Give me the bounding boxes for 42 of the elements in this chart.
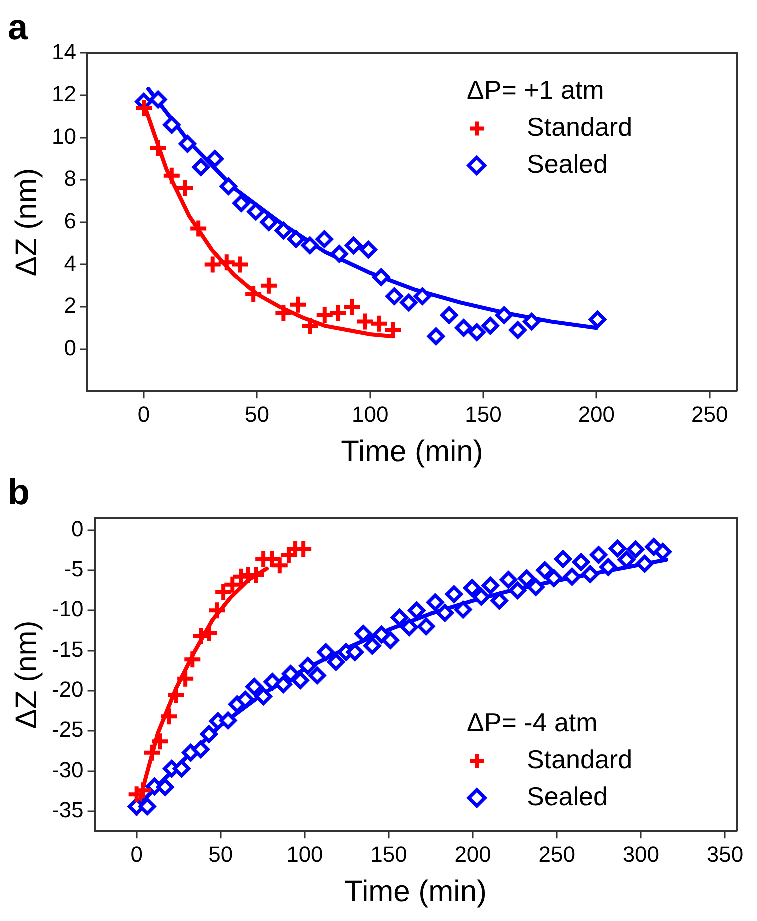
y-tick-label: 4 <box>64 250 76 276</box>
legend-label: Standard <box>527 744 633 774</box>
x-axis-title: Time (min) <box>344 875 488 908</box>
x-tick-label: 0 <box>138 402 150 427</box>
y-axis-title: ΔZ (nm) <box>10 168 44 277</box>
legend-label: Sealed <box>527 148 608 179</box>
x-tick-label: 50 <box>208 842 234 867</box>
chart-title: a <box>8 6 29 48</box>
x-tick-label: 200 <box>578 402 616 427</box>
legend-title: ΔP= +1 atm <box>467 74 604 105</box>
y-tick-label: -10 <box>52 596 84 622</box>
y-tick-label: -5 <box>64 556 84 582</box>
y-tick-label: 0 <box>64 335 76 360</box>
x-tick-label: 200 <box>454 842 492 867</box>
y-tick-label: 0 <box>72 516 84 542</box>
x-tick-label: 250 <box>538 842 576 867</box>
legend-title: ΔP= -4 atm <box>467 707 598 738</box>
y-tick-label: 6 <box>64 208 76 234</box>
x-tick-label: 300 <box>622 842 660 867</box>
y-tick-label: -35 <box>52 798 84 823</box>
y-tick-label: -15 <box>52 636 84 662</box>
y-tick-label: 2 <box>64 293 76 318</box>
x-tick-label: 150 <box>465 402 502 427</box>
y-tick-label: 14 <box>52 39 76 64</box>
y-tick-label: 10 <box>52 124 76 149</box>
x-axis-title: Time (min) <box>341 435 484 468</box>
y-tick-label: 8 <box>64 166 76 192</box>
y-tick-label: -20 <box>52 677 84 702</box>
x-tick-label: 250 <box>691 402 728 427</box>
x-tick-label: 100 <box>286 842 324 867</box>
x-tick-label: 0 <box>130 842 143 867</box>
y-axis-title: ΔZ (nm) <box>10 620 44 730</box>
x-tick-label: 100 <box>352 402 389 427</box>
x-tick-label: 50 <box>244 402 270 427</box>
legend-label: Sealed <box>527 781 608 812</box>
y-tick-label: -25 <box>52 717 84 742</box>
x-tick-label: 150 <box>370 842 408 867</box>
legend-label: Standard <box>527 112 633 142</box>
y-tick-label: -30 <box>52 757 84 782</box>
y-tick-label: 12 <box>52 82 76 107</box>
chart-title: b <box>8 472 30 513</box>
x-tick-label: 350 <box>706 842 744 867</box>
